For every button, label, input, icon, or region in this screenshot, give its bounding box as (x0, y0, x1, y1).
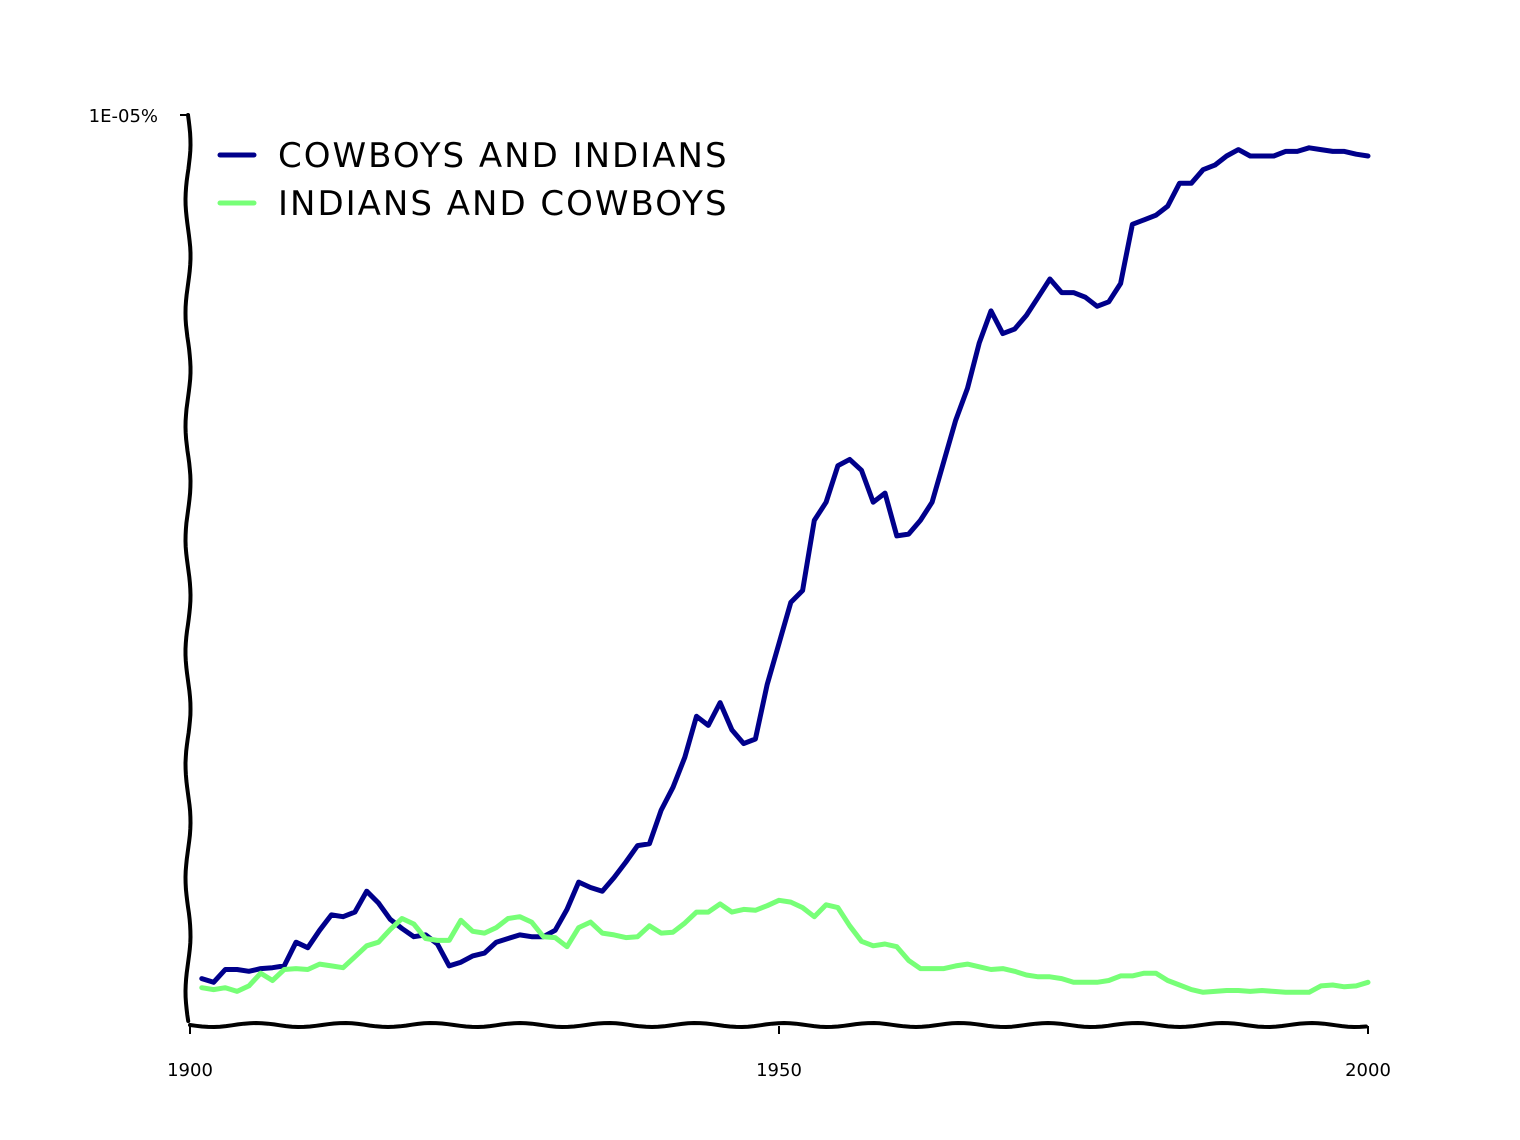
x-tick-label: 1900 (167, 1060, 213, 1081)
x-axis-line (188, 1021, 1368, 1029)
legend-label: INDIANS AND COWBOYS (278, 184, 729, 224)
x-tick-label: 2000 (1345, 1060, 1391, 1081)
series-layer (199, 145, 1371, 995)
y-axis-line (183, 113, 193, 1023)
legend-label: COWBOYS AND INDIANS (278, 136, 729, 176)
series-line-2 (199, 897, 1371, 995)
x-tick-label: 1950 (756, 1060, 802, 1081)
ticks: 1900 1950 2000 1E-05% (89, 106, 1391, 1081)
axes (183, 113, 1368, 1029)
series-line-1 (199, 145, 1371, 985)
y-tick-label: 1E-05% (89, 106, 158, 127)
legend: COWBOYS AND INDIANS INDIANS AND COWBOYS (217, 136, 729, 224)
